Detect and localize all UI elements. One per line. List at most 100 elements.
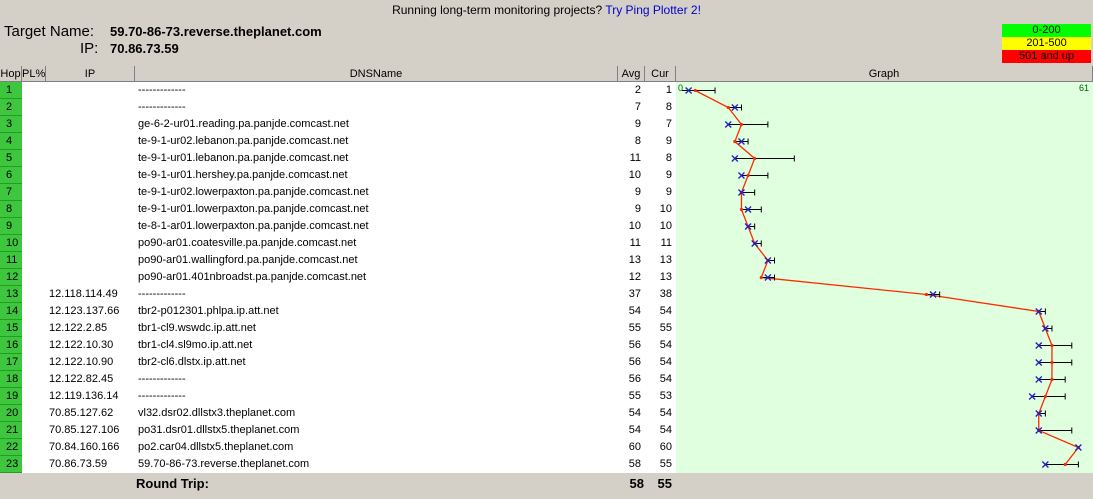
avg-cell: 12 [618, 269, 645, 286]
ip-cell: 70.86.73.59 [46, 456, 135, 473]
ip-cell [46, 201, 135, 218]
header-pl[interactable]: PL% [22, 66, 46, 82]
dns-cell: te-9-1-ur01.lebanon.pa.panjde.comcast.ne… [135, 150, 618, 167]
avg-cell: 11 [618, 235, 645, 252]
ip-cell [46, 82, 135, 99]
current-latency-marker [737, 172, 745, 179]
latency-graph: 0 61 [678, 83, 1089, 468]
table-row[interactable]: 6 te-9-1-ur01.hershey.pa.panjde.comcast.n… [0, 167, 676, 184]
try-ping-plotter-link[interactable]: Try Ping Plotter 2! [605, 3, 701, 17]
pl-cell [22, 150, 46, 167]
header-avg[interactable]: Avg [618, 66, 645, 82]
pl-cell [22, 303, 46, 320]
dns-cell: ------------- [135, 82, 618, 99]
avg-point [1050, 377, 1054, 382]
header-hop[interactable]: Hop [0, 66, 22, 82]
ip-cell [46, 116, 135, 133]
dns-cell: tbr1-cl4.sl9mo.ip.att.net [135, 337, 618, 354]
avg-cell: 56 [618, 354, 645, 371]
ip-cell [46, 218, 135, 235]
latency-legend: 0-200 201-500 501 and up [1002, 24, 1091, 63]
table-row[interactable]: 20 70.85.127.62 vl32.dsr02.dllstx3.theplan… [0, 405, 676, 422]
ip-cell: 70.85.127.106 [46, 422, 135, 439]
table-row[interactable]: 23 70.86.73.59 59.70-86-73.reverse.theplan… [0, 456, 676, 473]
table-row[interactable]: 3 ge-6-2-ur01.reading.pa.panjde.comcast.n… [0, 116, 676, 133]
graph-scale-min: 0 [678, 83, 683, 93]
avg-cell: 56 [618, 337, 645, 354]
table-row[interactable]: 16 12.122.10.30 tbr1-cl4.sl9mo.ip.att.net 5… [0, 337, 676, 354]
table-row[interactable]: 17 12.122.10.90 tbr2-cl6.dlstx.ip.att.net 5… [0, 354, 676, 371]
avg-point [759, 275, 763, 280]
target-name-value: 59.70-86-73.reverse.theplanet.com [110, 24, 322, 39]
pl-cell [22, 337, 46, 354]
header-cur[interactable]: Cur [645, 66, 676, 82]
table-row[interactable]: 15 12.122.2.85 tbr1-cl9.wswdc.ip.att.net 55… [0, 320, 676, 337]
table-row[interactable]: 18 12.122.82.45 ------------- 56 54 [0, 371, 676, 388]
pl-cell [22, 269, 46, 286]
table-row[interactable]: 9 te-8-1-ar01.lowerpaxton.pa.panjde.comca… [0, 218, 676, 235]
avg-cell: 54 [618, 405, 645, 422]
table-row[interactable]: 11 po90-ar01.wallingford.pa.panjde.comcas… [0, 252, 676, 269]
dns-cell: vl32.dsr02.dllstx3.theplanet.com [135, 405, 618, 422]
header-dnsname[interactable]: DNSName [135, 66, 618, 82]
table-row[interactable]: 7 te-9-1-ur02.lowerpaxton.pa.panjde.comca… [0, 184, 676, 201]
pl-cell [22, 235, 46, 252]
target-name-label: Target Name: [4, 23, 95, 40]
banner-text: Running long-term monitoring projects? [392, 3, 603, 17]
cur-cell: 9 [645, 167, 676, 184]
avg-point [1050, 343, 1054, 348]
avg-cell: 9 [618, 184, 645, 201]
dns-cell: te-9-1-ur01.lowerpaxton.pa.panjde.comcas… [135, 201, 618, 218]
header-ip[interactable]: IP [46, 66, 135, 82]
table-row[interactable]: 2 ------------- 7 8 [0, 99, 676, 116]
table-row[interactable]: 12 po90-ar01.401nbroadst.pa.panjde.comcas… [0, 269, 676, 286]
hop-cell: 7 [0, 184, 22, 201]
ip-cell: 12.119.136.14 [46, 388, 135, 405]
avg-cell: 37 [618, 286, 645, 303]
cur-cell: 55 [645, 456, 676, 473]
avg-cell: 10 [618, 218, 645, 235]
header-graph[interactable]: Graph [676, 66, 1093, 82]
table-row[interactable]: 19 12.119.136.14 ------------- 55 53 [0, 388, 676, 405]
cur-cell: 10 [645, 218, 676, 235]
avg-cell: 54 [618, 422, 645, 439]
round-trip-cur: 55 [657, 476, 672, 491]
current-latency-marker [1028, 393, 1036, 400]
hop-cell: 9 [0, 218, 22, 235]
dns-cell: po31.dsr01.dllstx5.theplanet.com [135, 422, 618, 439]
ip-cell: 12.118.114.49 [46, 286, 135, 303]
table-row[interactable]: 10 po90-ar01.coatesville.pa.panjde.comcas… [0, 235, 676, 252]
ip-value: 70.86.73.59 [110, 41, 179, 56]
hop-cell: 12 [0, 269, 22, 286]
current-latency-marker [685, 87, 693, 94]
dns-cell: te-9-1-ur01.hershey.pa.panjde.comcast.ne… [135, 167, 618, 184]
hop-cell: 16 [0, 337, 22, 354]
ip-cell: 12.122.10.90 [46, 354, 135, 371]
dns-cell: te-9-1-ur02.lowerpaxton.pa.panjde.comcas… [135, 184, 618, 201]
avg-cell: 55 [618, 320, 645, 337]
table-row[interactable]: 1 ------------- 2 1 [0, 82, 676, 99]
cur-cell: 54 [645, 337, 676, 354]
table-row[interactable]: 14 12.123.137.66 tbr2-p012301.phlpa.ip.att… [0, 303, 676, 320]
pl-cell [22, 422, 46, 439]
ip-cell [46, 252, 135, 269]
cur-cell: 8 [645, 150, 676, 167]
table-row[interactable]: 5 te-9-1-ur01.lebanon.pa.panjde.comcast.n… [0, 150, 676, 167]
hop-cell: 23 [0, 456, 22, 473]
table-row[interactable]: 13 12.118.114.49 ------------- 37 38 [0, 286, 676, 303]
avg-cell: 55 [618, 388, 645, 405]
hop-cell: 20 [0, 405, 22, 422]
ip-cell: 12.122.10.30 [46, 337, 135, 354]
table-row[interactable]: 21 70.85.127.106 po31.dsr01.dllstx5.thepla… [0, 422, 676, 439]
current-latency-marker [1035, 308, 1043, 315]
table-row[interactable]: 4 te-9-1-ur02.lebanon.pa.panjde.comcast.n… [0, 133, 676, 150]
avg-cell: 9 [618, 116, 645, 133]
pl-cell [22, 286, 46, 303]
hop-cell: 6 [0, 167, 22, 184]
current-latency-marker [731, 104, 739, 111]
legend-item: 0-200 [1002, 24, 1091, 37]
current-latency-marker [744, 206, 752, 213]
table-row[interactable]: 8 te-9-1-ur01.lowerpaxton.pa.panjde.comca… [0, 201, 676, 218]
table-row[interactable]: 22 70.84.160.166 po2.car04.dllstx5.theplan… [0, 439, 676, 456]
current-latency-marker [929, 291, 937, 298]
